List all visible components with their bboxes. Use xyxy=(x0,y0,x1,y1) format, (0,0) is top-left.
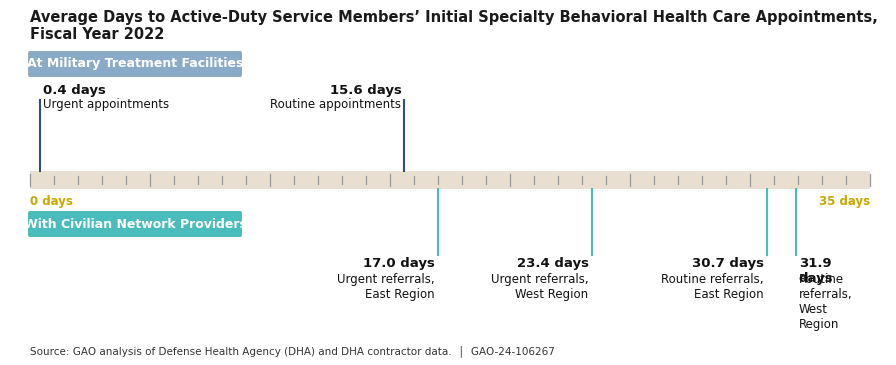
Text: 35 days: 35 days xyxy=(819,195,870,208)
Text: Urgent appointments: Urgent appointments xyxy=(43,98,168,111)
Text: At Military Treatment Facilities: At Military Treatment Facilities xyxy=(27,58,243,70)
Text: 23.4 days: 23.4 days xyxy=(517,257,589,270)
Text: 15.6 days: 15.6 days xyxy=(330,84,401,97)
Text: 0.4 days: 0.4 days xyxy=(43,84,106,97)
Text: Urgent referrals,
West Region: Urgent referrals, West Region xyxy=(491,273,589,301)
Text: Routine
referrals,
West
Region: Routine referrals, West Region xyxy=(798,273,852,331)
FancyBboxPatch shape xyxy=(28,51,242,77)
FancyBboxPatch shape xyxy=(28,211,242,237)
Text: Routine appointments: Routine appointments xyxy=(271,98,401,111)
Text: With Civilian Network Providers: With Civilian Network Providers xyxy=(23,218,246,231)
Text: 17.0 days: 17.0 days xyxy=(363,257,435,270)
Text: 0 days: 0 days xyxy=(30,195,73,208)
Text: Routine referrals,
East Region: Routine referrals, East Region xyxy=(661,273,763,301)
Text: 30.7 days: 30.7 days xyxy=(692,257,763,270)
Text: Urgent referrals,
East Region: Urgent referrals, East Region xyxy=(338,273,435,301)
FancyBboxPatch shape xyxy=(30,171,870,189)
Text: 31.9
days: 31.9 days xyxy=(798,257,833,285)
Text: Average Days to Active-Duty Service Members’ Initial Specialty Behavioral Health: Average Days to Active-Duty Service Memb… xyxy=(30,10,878,42)
Text: Source: GAO analysis of Defense Health Agency (DHA) and DHA contractor data.  │ : Source: GAO analysis of Defense Health A… xyxy=(30,345,555,357)
